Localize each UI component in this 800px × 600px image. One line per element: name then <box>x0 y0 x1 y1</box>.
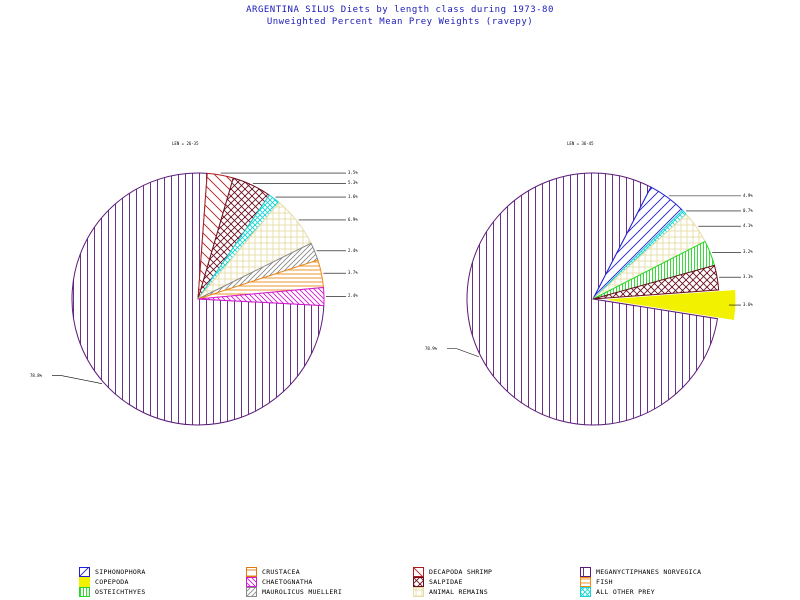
pie-slice-label: 5.3% <box>348 180 358 186</box>
pie-slice-label: 2.4% <box>348 293 358 299</box>
pie-1 <box>52 172 346 426</box>
legend-label: OSTEICHTHYES <box>95 588 146 596</box>
pie-slice-label: 4.1% <box>743 223 753 229</box>
pie-2 <box>447 172 741 426</box>
legend-label: ANIMAL REMAINS <box>429 588 488 596</box>
legend-label: COPEPODA <box>95 578 129 586</box>
legend-swatch <box>79 577 90 587</box>
legend-label: SALPIDAE <box>429 578 463 586</box>
pie-slice-label: 4.9% <box>743 192 753 198</box>
pie-slice-label: 1.6% <box>348 194 358 200</box>
legend-swatch <box>79 567 90 577</box>
chart-title: ARGENTINA SILUS Diets by length class du… <box>246 5 554 15</box>
pie-slice-label: 3.2% <box>743 249 753 255</box>
legend-label: MAUROLICUS MUELLERI <box>262 588 343 596</box>
legend-swatch <box>246 577 257 587</box>
chart-subtitle: Unweighted Percent Mean Prey Weights (ra… <box>266 17 534 27</box>
pie-slice-salpidae <box>592 264 720 300</box>
legend-label: CHAETOGNATHA <box>262 578 313 586</box>
pie-slice-label: 3.5% <box>348 170 358 176</box>
legend-label: ALL OTHER PREY <box>596 588 655 596</box>
pie-slice-meganyctiphanes-norvegica <box>466 172 719 426</box>
legend-swatch <box>413 567 424 577</box>
pie-slice-label: 2.4% <box>348 247 358 253</box>
legend-swatch <box>580 587 591 597</box>
legend-swatch <box>580 577 591 587</box>
legend-label: CRUSTACEA <box>262 568 300 576</box>
pie-slice-label: 3.1% <box>743 274 753 280</box>
pie-slice-chaetognatha <box>197 286 325 307</box>
legend-label: FISH <box>596 578 613 586</box>
legend-label: MEGANYCTIPHANES NORVEGICA <box>596 568 702 576</box>
pie-title: LEN = 36-45 <box>567 141 594 146</box>
pie-slice-label: 3.6% <box>743 302 753 308</box>
pie-slice-label: 78.8% <box>30 372 43 378</box>
legend-label: DECAPODA SHRIMP <box>429 568 493 576</box>
pie-slice-label: 3.7% <box>348 270 358 276</box>
legend-swatch <box>580 567 591 577</box>
pie-slice-label: 0.7% <box>743 207 753 213</box>
legend-label: SIPHONOPHORA <box>95 568 146 576</box>
legend-swatch <box>79 587 90 597</box>
legend-swatch <box>413 577 424 587</box>
legend-swatch <box>413 587 424 597</box>
pie-title: LEN = 26-35 <box>172 141 199 146</box>
pie-slice-label: 78.9% <box>425 345 438 351</box>
legend-swatch <box>246 567 257 577</box>
pie-slice-label: 6.9% <box>348 216 358 222</box>
legend-swatch <box>246 587 257 597</box>
